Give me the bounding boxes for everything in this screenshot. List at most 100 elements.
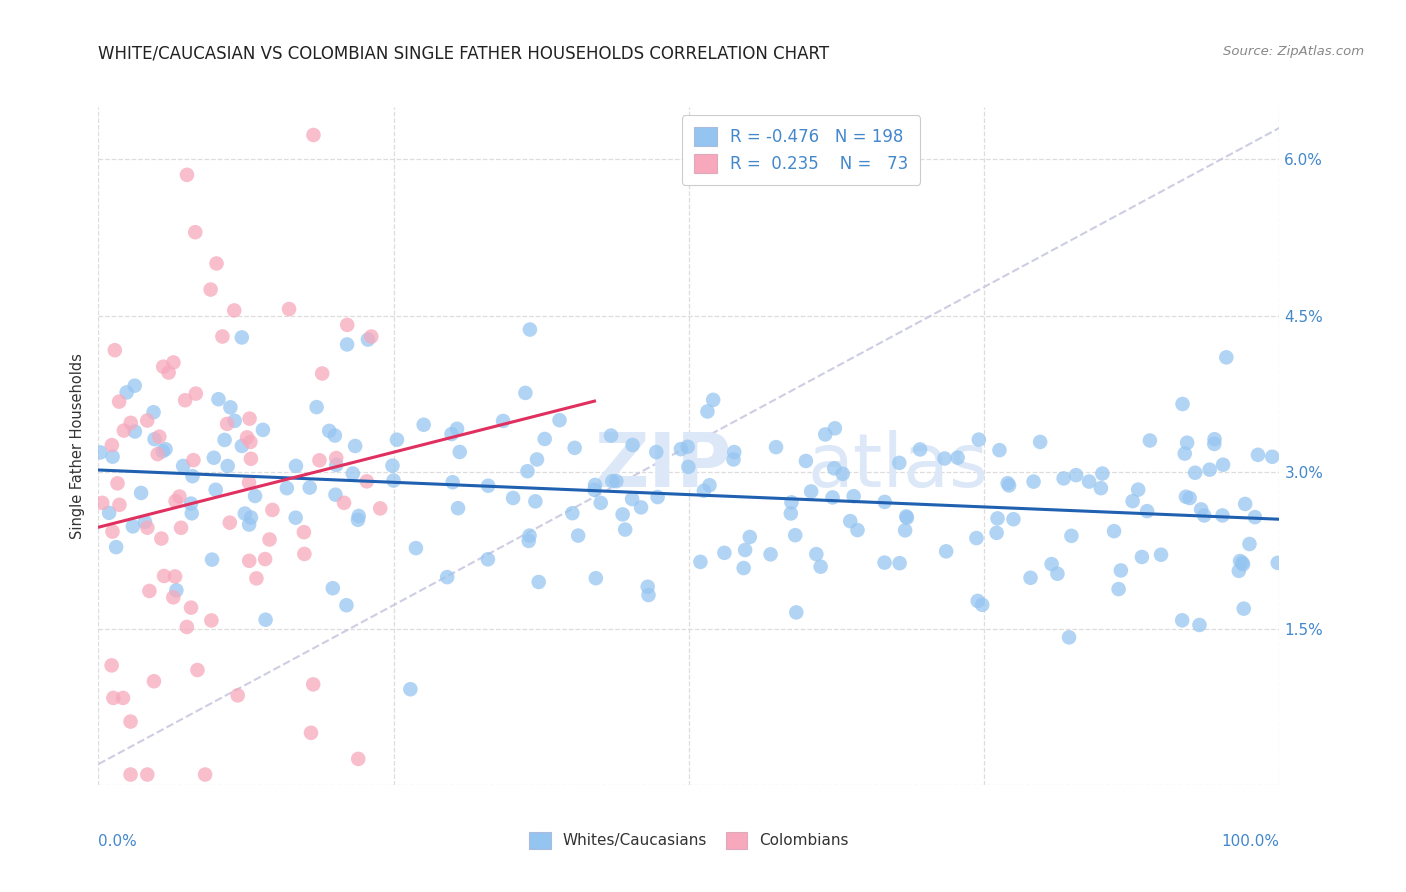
Colombians	[292, 547, 315, 561]
Whites/Caucasians	[889, 456, 911, 470]
Text: 100.0%: 100.0%	[1222, 834, 1279, 849]
Whites/Caucasians	[612, 508, 634, 522]
Whites/Caucasians	[447, 501, 470, 516]
Whites/Caucasians	[1002, 512, 1025, 526]
Whites/Caucasians	[276, 481, 298, 495]
Whites/Caucasians	[678, 459, 700, 474]
Whites/Caucasians	[967, 433, 990, 447]
Whites/Caucasians	[1244, 510, 1267, 524]
Whites/Caucasians	[637, 580, 659, 594]
Whites/Caucasians	[1232, 556, 1254, 570]
Colombians	[120, 767, 142, 781]
Whites/Caucasians	[689, 555, 711, 569]
Colombians	[200, 283, 222, 297]
Whites/Caucasians	[889, 556, 911, 570]
Whites/Caucasians	[325, 458, 347, 472]
Colombians	[180, 600, 202, 615]
Whites/Caucasians	[1122, 494, 1144, 508]
Colombians	[239, 451, 262, 466]
Text: atlas: atlas	[807, 430, 988, 503]
Whites/Caucasians	[405, 541, 427, 555]
Colombians	[111, 690, 134, 705]
Whites/Caucasians	[1128, 483, 1150, 497]
Whites/Caucasians	[986, 511, 1008, 525]
Whites/Caucasians	[115, 385, 138, 400]
Whites/Caucasians	[988, 443, 1011, 458]
Whites/Caucasians	[1174, 490, 1197, 504]
Whites/Caucasians	[567, 528, 589, 542]
Whites/Caucasians	[1175, 435, 1198, 450]
Whites/Caucasians	[1130, 549, 1153, 564]
Whites/Caucasians	[1090, 481, 1112, 495]
Whites/Caucasians	[142, 405, 165, 419]
Colombians	[239, 434, 262, 449]
Whites/Caucasians	[785, 528, 807, 542]
Whites/Caucasians	[385, 433, 408, 447]
Colombians	[262, 503, 284, 517]
Whites/Caucasians	[239, 510, 262, 524]
Whites/Caucasians	[98, 506, 121, 520]
Whites/Caucasians	[873, 556, 896, 570]
Whites/Caucasians	[124, 425, 146, 439]
Text: WHITE/CAUCASIAN VS COLOMBIAN SINGLE FATHER HOUSEHOLDS CORRELATION CHART: WHITE/CAUCASIAN VS COLOMBIAN SINGLE FATH…	[98, 45, 830, 62]
Whites/Caucasians	[1150, 548, 1173, 562]
Whites/Caucasians	[723, 445, 745, 459]
Whites/Caucasians	[986, 525, 1008, 540]
Whites/Caucasians	[399, 682, 422, 697]
Whites/Caucasians	[449, 445, 471, 459]
Colombians	[91, 496, 114, 510]
Whites/Caucasians	[734, 543, 756, 558]
Whites/Caucasians	[533, 432, 555, 446]
Whites/Caucasians	[1060, 529, 1083, 543]
Colombians	[107, 476, 129, 491]
Whites/Caucasians	[785, 606, 807, 620]
Colombians	[368, 501, 391, 516]
Whites/Caucasians	[600, 474, 623, 488]
Colombians	[150, 532, 173, 546]
Colombians	[153, 569, 176, 583]
Whites/Caucasians	[204, 483, 226, 497]
Whites/Caucasians	[1171, 397, 1194, 411]
Whites/Caucasians	[129, 486, 152, 500]
Colombians	[236, 430, 259, 444]
Whites/Caucasians	[780, 495, 803, 509]
Whites/Caucasians	[779, 507, 801, 521]
Whites/Caucasians	[89, 445, 111, 459]
Whites/Caucasians	[699, 478, 721, 492]
Text: Source: ZipAtlas.com: Source: ZipAtlas.com	[1223, 45, 1364, 58]
Whites/Caucasians	[172, 458, 194, 473]
Whites/Caucasians	[516, 464, 538, 478]
Whites/Caucasians	[585, 571, 607, 585]
Whites/Caucasians	[180, 497, 202, 511]
Whites/Caucasians	[165, 583, 187, 598]
Whites/Caucasians	[105, 540, 128, 554]
Whites/Caucasians	[1198, 463, 1220, 477]
Whites/Caucasians	[1040, 557, 1063, 571]
Whites/Caucasians	[839, 514, 862, 528]
Whites/Caucasians	[181, 469, 204, 483]
Whites/Caucasians	[224, 414, 246, 428]
Whites/Caucasians	[605, 474, 627, 488]
Whites/Caucasians	[831, 467, 853, 481]
Whites/Caucasians	[180, 506, 202, 520]
Colombians	[146, 447, 169, 461]
Whites/Caucasians	[441, 475, 464, 490]
Whites/Caucasians	[1192, 508, 1215, 523]
Colombians	[238, 554, 260, 568]
Whites/Caucasians	[935, 544, 957, 558]
Whites/Caucasians	[738, 530, 761, 544]
Whites/Caucasians	[1078, 475, 1101, 489]
Whites/Caucasians	[202, 450, 225, 465]
Whites/Caucasians	[382, 474, 405, 488]
Whites/Caucasians	[908, 442, 931, 457]
Whites/Caucasians	[1212, 458, 1234, 472]
Colombians	[292, 525, 315, 540]
Colombians	[162, 591, 184, 605]
Whites/Caucasians	[1204, 437, 1226, 451]
Colombians	[152, 359, 174, 374]
Colombians	[101, 438, 124, 452]
Whites/Caucasians	[134, 515, 156, 529]
Colombians	[184, 386, 207, 401]
Whites/Caucasians	[207, 392, 229, 407]
Whites/Caucasians	[1261, 450, 1284, 464]
